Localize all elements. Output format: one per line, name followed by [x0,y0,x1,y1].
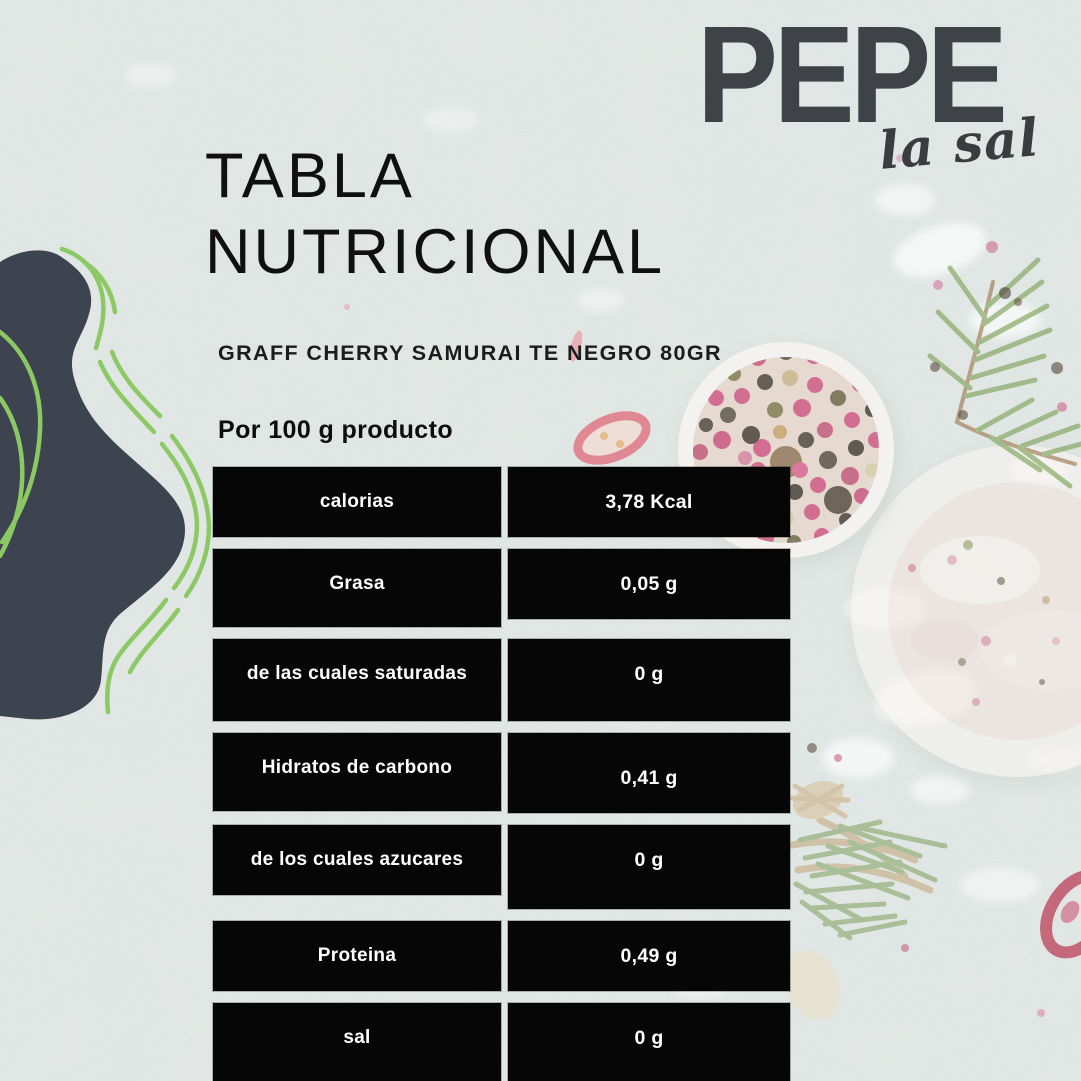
nutrient-value: 0 g [508,1003,790,1081]
nutrient-value: 0 g [508,639,790,721]
table-row: Proteina 0,49 g [213,921,790,991]
nutrient-label: de las cuales saturadas [213,639,501,721]
nutrition-table: calorias 3,78 Kcal Grasa 0,05 g de las c… [213,467,790,1081]
page-title: TABLA NUTRICIONAL [205,138,665,290]
nutrient-label: Grasa [213,549,501,627]
nutrient-value: 0,05 g [508,549,790,619]
blob-shape [0,250,185,720]
rosemary-sprig [927,257,1081,489]
peppercorn-bowl [678,342,900,566]
serving-size-label: Por 100 g producto [218,416,454,444]
page-title-line2: NUTRICIONAL [205,217,666,287]
nutrient-value: 0,41 g [508,733,790,813]
brand-name: PEPE [697,0,1008,152]
squiggle-lines [0,246,212,715]
table-row: de las cuales saturadas 0 g [213,639,790,721]
brand-logo: PEPE la sal [697,0,1081,182]
garlic-clove [784,950,840,1020]
table-row: Hidratos de carbono 0,41 g [213,733,790,813]
salt-bowl [851,445,1081,786]
chili-piece [1040,869,1081,959]
nutrient-value: 3,78 Kcal [508,467,790,537]
nutrient-label: Proteina [213,921,501,991]
nutrient-label: de los cuales azucares [213,825,501,895]
table-row: calorias 3,78 Kcal [213,467,790,537]
nutrient-value: 0,49 g [508,921,790,991]
nutrient-value: 0 g [508,825,790,909]
rosemary-bundle [784,780,948,1020]
product-name: GRAFF CHERRY SAMURAI TE NEGRO 80GR [218,341,722,365]
table-row: Grasa 0,05 g [213,549,790,627]
chili-slice [569,330,651,465]
table-row: sal 0 g [213,1003,790,1081]
nutrient-label: Hidratos de carbono [213,733,501,811]
page-title-line1: TABLA [205,141,415,211]
nutrient-label: sal [213,1003,501,1081]
table-row: de los cuales azucares 0 g [213,825,790,909]
nutrient-label: calorias [213,467,501,537]
